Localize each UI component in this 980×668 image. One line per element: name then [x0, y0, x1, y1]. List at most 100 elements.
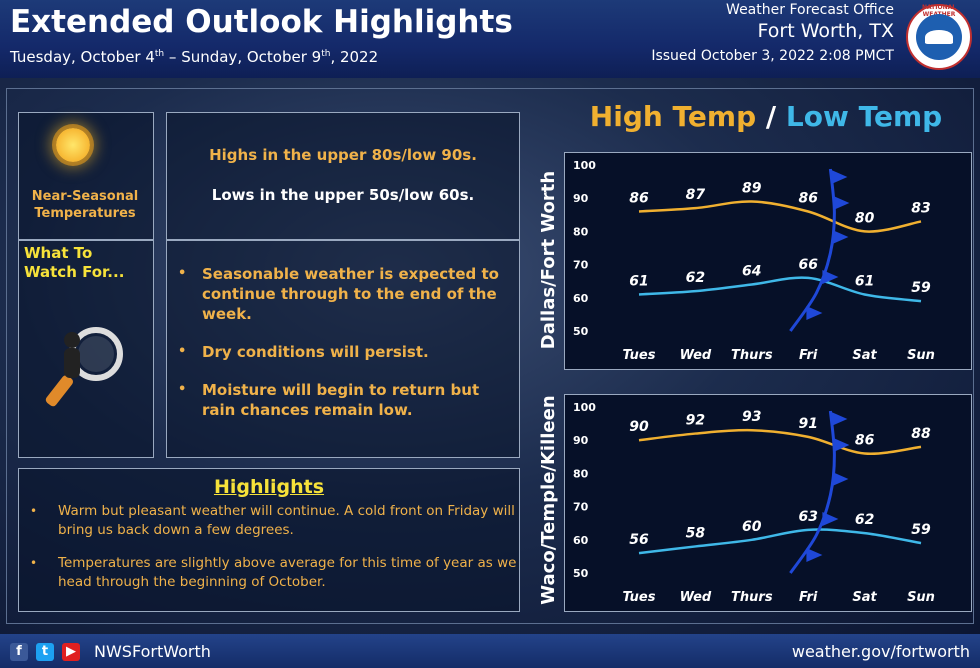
x-tick-label: Fri [799, 590, 818, 605]
date-end: Sunday, October 9 [181, 48, 322, 66]
cold-front-barb [832, 472, 849, 486]
series-line-high [638, 428, 922, 455]
data-label: 93 [742, 409, 761, 425]
cold-front-barb [832, 230, 849, 244]
highlight-item: Warm but pleasant weather will continue.… [26, 502, 520, 540]
data-label: 83 [911, 200, 930, 216]
highlights-title: Highlights [213, 476, 325, 498]
y-tick-label: 60 [573, 292, 589, 305]
date-range: Tuesday, October 4th – Sunday, October 9… [10, 48, 378, 66]
logo-bird [925, 30, 953, 44]
nws-logo: NATIONAL WEATHER SERVICE [906, 4, 972, 70]
y-tick-label: 80 [573, 225, 589, 238]
data-label: 58 [686, 525, 706, 541]
high-temp-label: High Temp [589, 100, 757, 133]
temps-box [166, 112, 520, 240]
y-tick-label: 100 [573, 401, 596, 414]
cold-front-barb [833, 196, 850, 210]
highlights-list: Warm but pleasant weather will continue.… [26, 502, 520, 606]
watch-label-line2: Watch For... [24, 263, 125, 281]
issued-time: Issued October 3, 2022 2:08 PMCT [651, 48, 894, 64]
magnifier-icon [45, 327, 123, 407]
data-label: 62 [686, 270, 705, 286]
watch-bullet: Dry conditions will persist. [176, 342, 516, 362]
date-year: , 2022 [330, 48, 379, 66]
sun-icon [56, 128, 90, 162]
date-dash: – [164, 48, 182, 66]
location-label-dfw: Dallas/Fort Worth [538, 170, 559, 350]
data-label: 88 [911, 426, 931, 442]
y-tick-label: 70 [573, 259, 589, 272]
x-tick-label: Sat [852, 590, 877, 605]
x-tick-label: Thurs [731, 590, 773, 605]
chart-dfw: 50 60 70 80 90 100 Tues Wed Thurs Fri Sat Sun 86 87 89… [564, 152, 972, 370]
page-title: Extended Outlook Highlights [10, 4, 513, 40]
watch-label: What To Watch For... [24, 244, 124, 282]
y-tick-label: 50 [573, 567, 589, 580]
x-tick-label: Wed [680, 348, 712, 363]
website-link[interactable]: weather.gov/fortworth [791, 642, 970, 661]
x-tick-label: Sun [907, 590, 935, 605]
series-line-low [638, 528, 922, 555]
watch-bullets: Seasonable weather is expected to contin… [176, 264, 516, 438]
data-label: 86 [629, 190, 649, 206]
data-label: 80 [855, 210, 875, 226]
x-tick-label: Fri [799, 348, 818, 363]
data-label: 86 [798, 190, 818, 206]
data-label: 90 [629, 419, 649, 435]
chart-header-slash: / [756, 100, 786, 133]
x-tick-label: Thurs [731, 348, 773, 363]
cold-front-barb [822, 270, 839, 284]
y-tick-label: 60 [573, 534, 589, 547]
y-tick-label: 70 [573, 501, 589, 514]
lows-text: Lows in the upper 50s/low 60s. [211, 186, 475, 204]
data-label: 59 [911, 522, 931, 538]
x-tick-label: Sun [907, 348, 935, 363]
data-label: 61 [855, 273, 874, 289]
series-line-low [638, 276, 922, 303]
data-label: 61 [629, 273, 648, 289]
data-label: 60 [742, 519, 762, 535]
x-tick-label: Tues [622, 590, 655, 605]
series-line-high [638, 200, 922, 233]
chart-waco-svg: 50 60 70 80 90 100 Tues Wed Thurs Fri Sat Sun 90 92 93… [573, 401, 935, 605]
y-tick-label: 90 [573, 192, 589, 205]
data-label: 66 [798, 257, 818, 273]
highlight-item: Temperatures are slightly above average … [26, 554, 520, 592]
cold-front-barb [822, 512, 839, 526]
social-handle[interactable]: NWSFortWorth [94, 642, 211, 661]
cold-front-barb [806, 548, 823, 562]
data-label: 92 [686, 413, 705, 429]
y-tick-label: 100 [573, 159, 596, 172]
date-start-suffix: th [154, 49, 165, 59]
x-tick-label: Tues [622, 348, 655, 363]
footer: f t ▶ NWSFortWorth weather.gov/fortworth [0, 634, 980, 668]
data-label: 64 [742, 264, 761, 280]
x-tick-label: Sat [852, 348, 877, 363]
y-tick-label: 50 [573, 325, 589, 338]
date-start: Tuesday, October 4 [10, 48, 155, 66]
location-label-waco: Waco/Temple/Killeen [538, 395, 559, 605]
chart-dfw-svg: 50 60 70 80 90 100 Tues Wed Thurs Fri Sat Sun 86 87 89… [573, 159, 935, 363]
content-frame [6, 88, 974, 624]
data-label: 86 [855, 432, 875, 448]
highs-text: Highs in the upper 80s/low 90s. [209, 146, 477, 164]
data-label: 59 [911, 280, 931, 296]
data-label: 87 [686, 187, 706, 203]
y-tick-label: 80 [573, 467, 589, 480]
watch-bullet: Seasonable weather is expected to contin… [176, 264, 516, 324]
office-city: Fort Worth, TX [757, 20, 894, 42]
twitter-icon[interactable]: t [36, 643, 54, 661]
y-tick-label: 90 [573, 434, 589, 447]
data-label: 89 [742, 181, 762, 197]
data-label: 63 [798, 509, 817, 525]
data-label: 62 [855, 512, 874, 528]
data-label: 56 [629, 532, 649, 548]
cold-front-barb [831, 412, 848, 426]
facebook-icon[interactable]: f [10, 643, 28, 661]
watch-box [18, 240, 154, 458]
watch-label-line1: What To [24, 244, 93, 262]
cold-front-barb [806, 306, 823, 320]
youtube-icon[interactable]: ▶ [62, 643, 80, 661]
date-end-suffix: th [321, 49, 331, 59]
